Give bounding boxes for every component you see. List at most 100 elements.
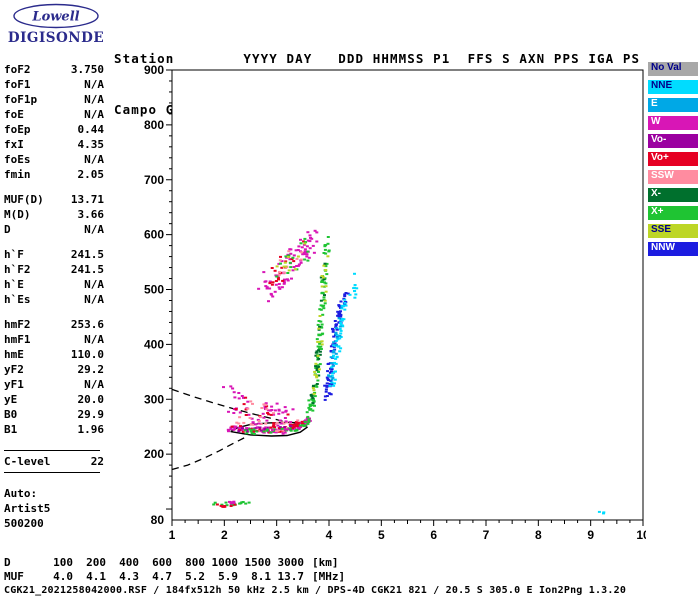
param-label: D: [4, 223, 11, 236]
echo-point: [270, 267, 274, 269]
echo-point: [317, 333, 321, 336]
param-value: N/A: [84, 378, 104, 391]
echo-point: [339, 315, 343, 318]
echo-point: [288, 248, 292, 251]
echo-point: [297, 263, 301, 266]
echo-point: [328, 371, 332, 374]
echo-point: [288, 261, 292, 264]
echo-point: [314, 365, 318, 368]
echo-point: [324, 282, 328, 285]
echo-point: [310, 393, 314, 396]
param-row: h`F2 241.5: [4, 262, 104, 277]
param-divider: [4, 472, 100, 473]
echo-point: [317, 349, 320, 352]
muf-row-label: D: [4, 556, 11, 569]
echo-point: [339, 319, 343, 322]
echo-point: [343, 295, 347, 298]
param-label: hmF1: [4, 333, 31, 346]
echo-point: [344, 292, 348, 294]
echo-point: [330, 362, 334, 365]
echo-point: [306, 415, 310, 418]
echo-point: [283, 278, 286, 281]
echo-point: [277, 286, 281, 289]
echo-point: [257, 287, 261, 290]
echo-point: [322, 285, 326, 288]
echo-point: [238, 416, 242, 419]
echo-point: [287, 250, 291, 253]
echo-point: [339, 322, 343, 324]
echo-point: [315, 231, 319, 234]
echo-point: [277, 412, 281, 415]
echo-point: [305, 418, 309, 421]
echo-point: [330, 366, 334, 369]
muf-value: 1000: [211, 556, 239, 569]
echo-point: [305, 417, 309, 420]
echo-point: [343, 304, 346, 307]
echo-point: [287, 269, 291, 272]
x-axis-label: 7: [483, 528, 490, 542]
muf-value: 8.1: [251, 570, 271, 583]
echo-point: [299, 238, 302, 241]
echo-point: [343, 301, 347, 304]
echo-point: [241, 501, 245, 503]
echo-point: [238, 411, 242, 414]
echo-point: [286, 413, 290, 416]
echo-point: [332, 384, 336, 387]
echo-point: [287, 254, 291, 257]
echo-point: [227, 410, 230, 413]
x-axis-label: 6: [430, 528, 437, 542]
x-axis-label: 10: [636, 528, 646, 542]
echo-point: [275, 421, 279, 424]
echo-point: [283, 428, 287, 431]
echo-point: [308, 247, 312, 250]
echo-point: [317, 371, 320, 373]
echo-point: [270, 283, 274, 286]
echo-point: [291, 269, 295, 272]
echo-point: [256, 418, 260, 421]
echo-point: [279, 255, 282, 258]
echo-point: [306, 259, 310, 262]
echo-point: [313, 370, 317, 373]
echo-point: [353, 284, 357, 286]
echo-point: [303, 248, 307, 251]
param-value: 3.750: [70, 63, 104, 76]
echo-point: [299, 258, 303, 261]
legend-item-x-: X+: [648, 206, 698, 220]
echo-point: [249, 423, 253, 426]
echo-point: [233, 396, 237, 399]
muf-value: 800: [185, 556, 205, 569]
echo-point: [264, 280, 268, 283]
echo-point: [266, 426, 270, 429]
echo-point: [323, 302, 327, 305]
echo-point: [232, 502, 236, 504]
echo-point: [279, 262, 282, 265]
param-label: fmin: [4, 168, 31, 181]
param-value: 13.71: [70, 193, 104, 206]
param-value: 0.44: [77, 123, 105, 136]
echo-point: [280, 266, 284, 269]
echo-point: [326, 370, 330, 373]
echo-point: [322, 276, 325, 279]
echo-point: [282, 422, 286, 425]
echo-point: [227, 430, 230, 433]
echo-point: [269, 293, 273, 296]
echo-point: [257, 420, 261, 422]
echo-point: [324, 290, 328, 293]
echo-point: [313, 229, 317, 232]
echo-point: [326, 384, 329, 387]
y-axis-label: 800: [144, 118, 164, 132]
echo-point: [281, 432, 285, 435]
echo-point: [262, 416, 266, 419]
param-label: h`Es: [4, 293, 31, 306]
param-label: M(D): [4, 208, 31, 221]
echo-point: [316, 356, 320, 359]
echo-point: [311, 387, 315, 390]
echo-point: [281, 411, 285, 414]
echo-point: [320, 340, 324, 343]
echo-point: [284, 260, 288, 263]
plot-frame: [171, 69, 644, 521]
param-row: h`Es N/A: [4, 292, 104, 307]
echo-point: [288, 427, 292, 430]
param-label: yF2: [4, 363, 24, 376]
logo-graphic: Lowell DIGISONDE: [8, 3, 104, 46]
